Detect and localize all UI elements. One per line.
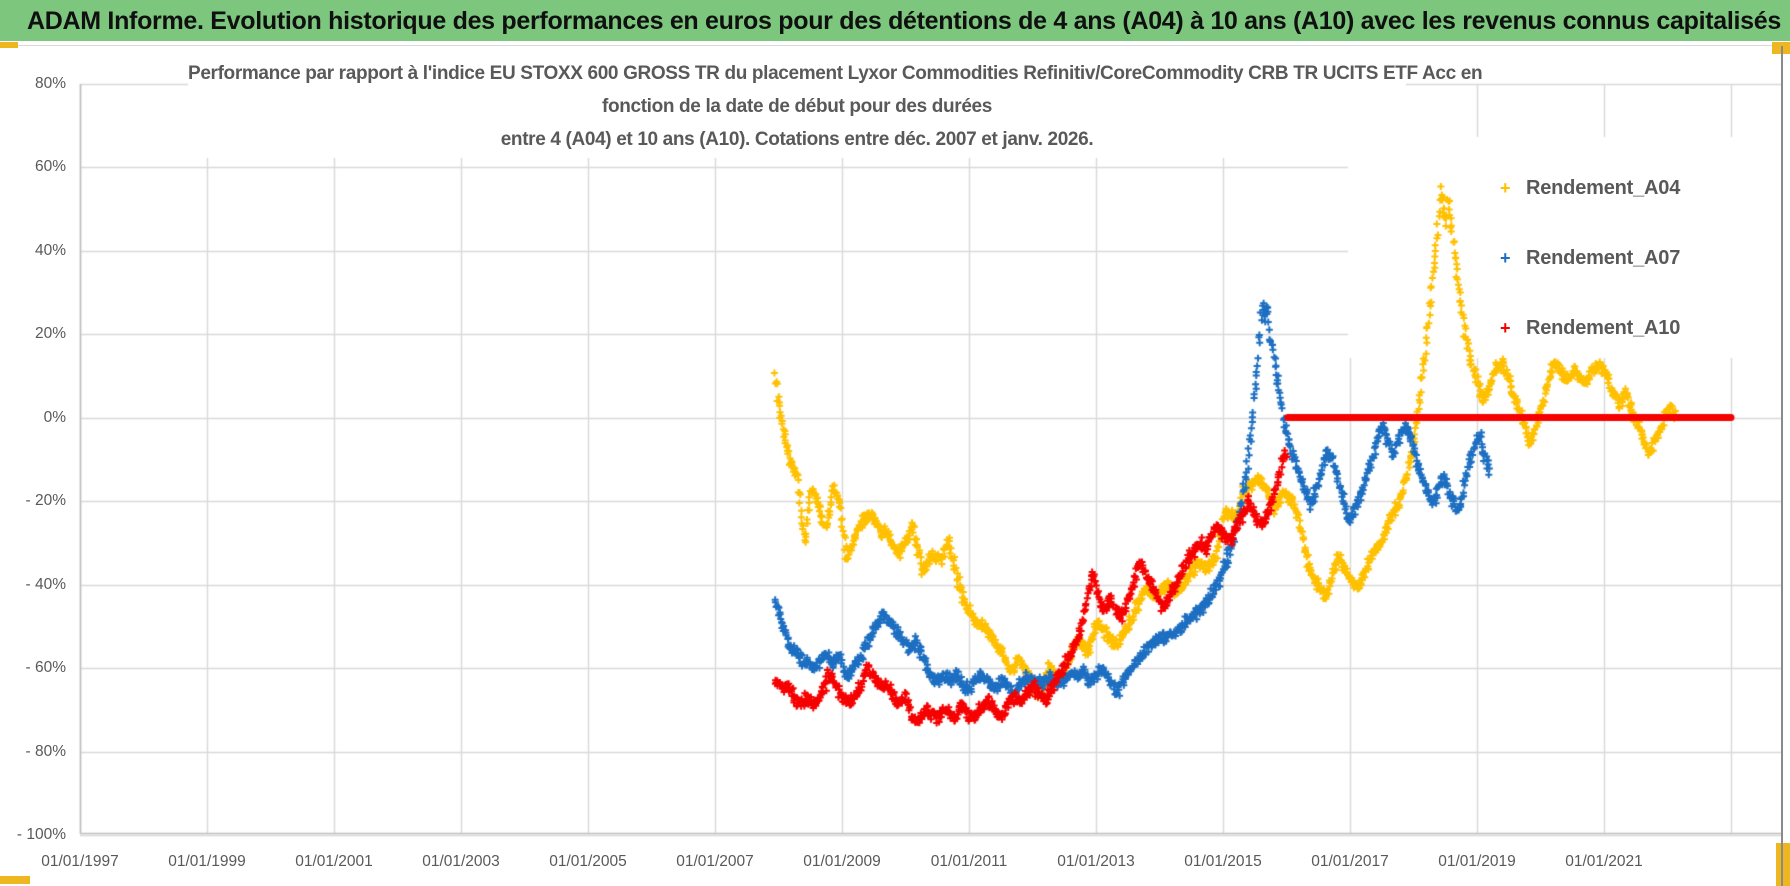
window-right-border: [1781, 46, 1783, 886]
report-header-title: ADAM Informe. Evolution historique des p…: [27, 7, 1781, 35]
report-header-bar: ADAM Informe. Evolution historique des p…: [0, 0, 1790, 41]
x-axis-tick-label: 01/01/1997: [41, 853, 119, 870]
x-axis-tick-label: 01/01/2007: [676, 853, 754, 870]
y-axis-tick-label: - 80%: [25, 742, 67, 760]
y-axis-tick-label: - 100%: [16, 826, 66, 843]
legend-item-rendement-a10: + Rendement_A10: [1500, 314, 1680, 342]
x-axis-tick-label: 01/01/2019: [1438, 853, 1516, 870]
legend-label-a07: Rendement_A07: [1526, 246, 1681, 269]
chart-title-line-2: fonction de la date de début pour des du…: [602, 96, 992, 117]
plus-marker-icon: +: [1500, 247, 1511, 268]
accent-bottom-right: [1776, 843, 1790, 886]
y-axis-tick-label: 20%: [34, 325, 66, 342]
x-axis-tick-label: 01/01/2003: [422, 853, 500, 870]
chart-title-line-3: entre 4 (A04) et 10 ans (A10). Cotations…: [500, 129, 1094, 150]
x-axis-tick-label: 01/01/2015: [1184, 853, 1262, 870]
y-axis-tick-label: - 60%: [25, 659, 67, 676]
x-axis-tick-label: 01/01/2001: [295, 853, 373, 870]
y-axis-tick-label: 80%: [34, 74, 66, 92]
x-axis-tick-label: 01/01/1999: [168, 853, 246, 870]
legend-item-rendement-a04: + Rendement_A04: [1500, 174, 1680, 202]
accent-bottom-left: [0, 876, 30, 884]
x-axis-tick-label: 01/01/2009: [803, 853, 881, 870]
plus-marker-icon: +: [1500, 317, 1511, 338]
y-axis-tick-label: 0%: [43, 408, 66, 426]
x-axis-tick-label: 01/01/2013: [1057, 853, 1135, 870]
x-axis-tick-label: 01/01/2021: [1565, 853, 1643, 870]
x-axis-tick-label: 01/01/2005: [549, 853, 627, 870]
legend-label-a04: Rendement_A04: [1526, 176, 1681, 199]
legend-item-rendement-a07: + Rendement_A07: [1500, 244, 1680, 272]
legend-label-a10: Rendement_A10: [1526, 316, 1681, 339]
y-axis-tick-label: - 20%: [25, 492, 67, 509]
header-divider: [0, 45, 1790, 46]
y-axis-tick-label: 60%: [34, 158, 66, 175]
y-axis-tick-label: 40%: [34, 241, 66, 259]
plus-marker-icon: +: [1500, 177, 1511, 198]
y-axis-tick-label: - 40%: [25, 575, 67, 593]
x-axis-tick-label: 01/01/2017: [1311, 853, 1389, 870]
chart-title-line-1: Performance par rapport à l'indice EU ST…: [188, 63, 1483, 84]
accent-top-left: [0, 42, 18, 48]
chart-title: Performance par rapport à l'indice EU ST…: [188, 57, 1483, 156]
x-axis-tick-label: 01/01/2011: [930, 853, 1008, 870]
